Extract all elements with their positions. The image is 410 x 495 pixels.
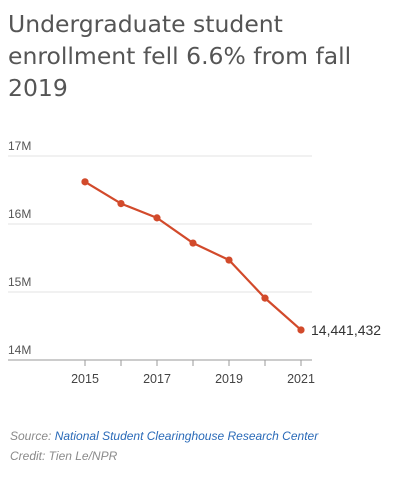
chart-notes: Source: National Student Clearinghouse R… <box>10 426 318 466</box>
y-tick-label: 17M <box>8 139 31 153</box>
data-point <box>81 178 89 186</box>
data-point <box>225 256 233 264</box>
x-tick-label: 2019 <box>215 372 243 386</box>
source-link[interactable]: National Student Clearinghouse Research … <box>54 429 319 443</box>
end-value-label: 14,441,432 <box>311 322 381 338</box>
chart-title: Undergraduate student enrollment fell 6.… <box>8 10 352 102</box>
x-tick-label: 2021 <box>287 372 315 386</box>
y-tick-label: 14M <box>8 343 31 357</box>
enrollment-line-chart: 14M 15M 16M 17M 2015 2017 2019 2021 14,441,432 <box>8 139 381 386</box>
data-point <box>117 200 125 208</box>
y-tick-label: 15M <box>8 275 31 289</box>
data-point <box>297 326 305 334</box>
data-point <box>261 294 269 302</box>
source-line: Source: National Student Clearinghouse R… <box>10 426 318 446</box>
y-tick-label: 16M <box>8 207 31 221</box>
x-tick-label: 2015 <box>71 372 99 386</box>
credit-line: Credit: Tien Le/NPR <box>10 449 118 463</box>
enrollment-series-line <box>83 180 303 332</box>
x-tick-label: 2017 <box>143 372 171 386</box>
data-point <box>153 214 161 222</box>
source-label: Source: <box>10 429 52 443</box>
data-point <box>189 239 197 247</box>
